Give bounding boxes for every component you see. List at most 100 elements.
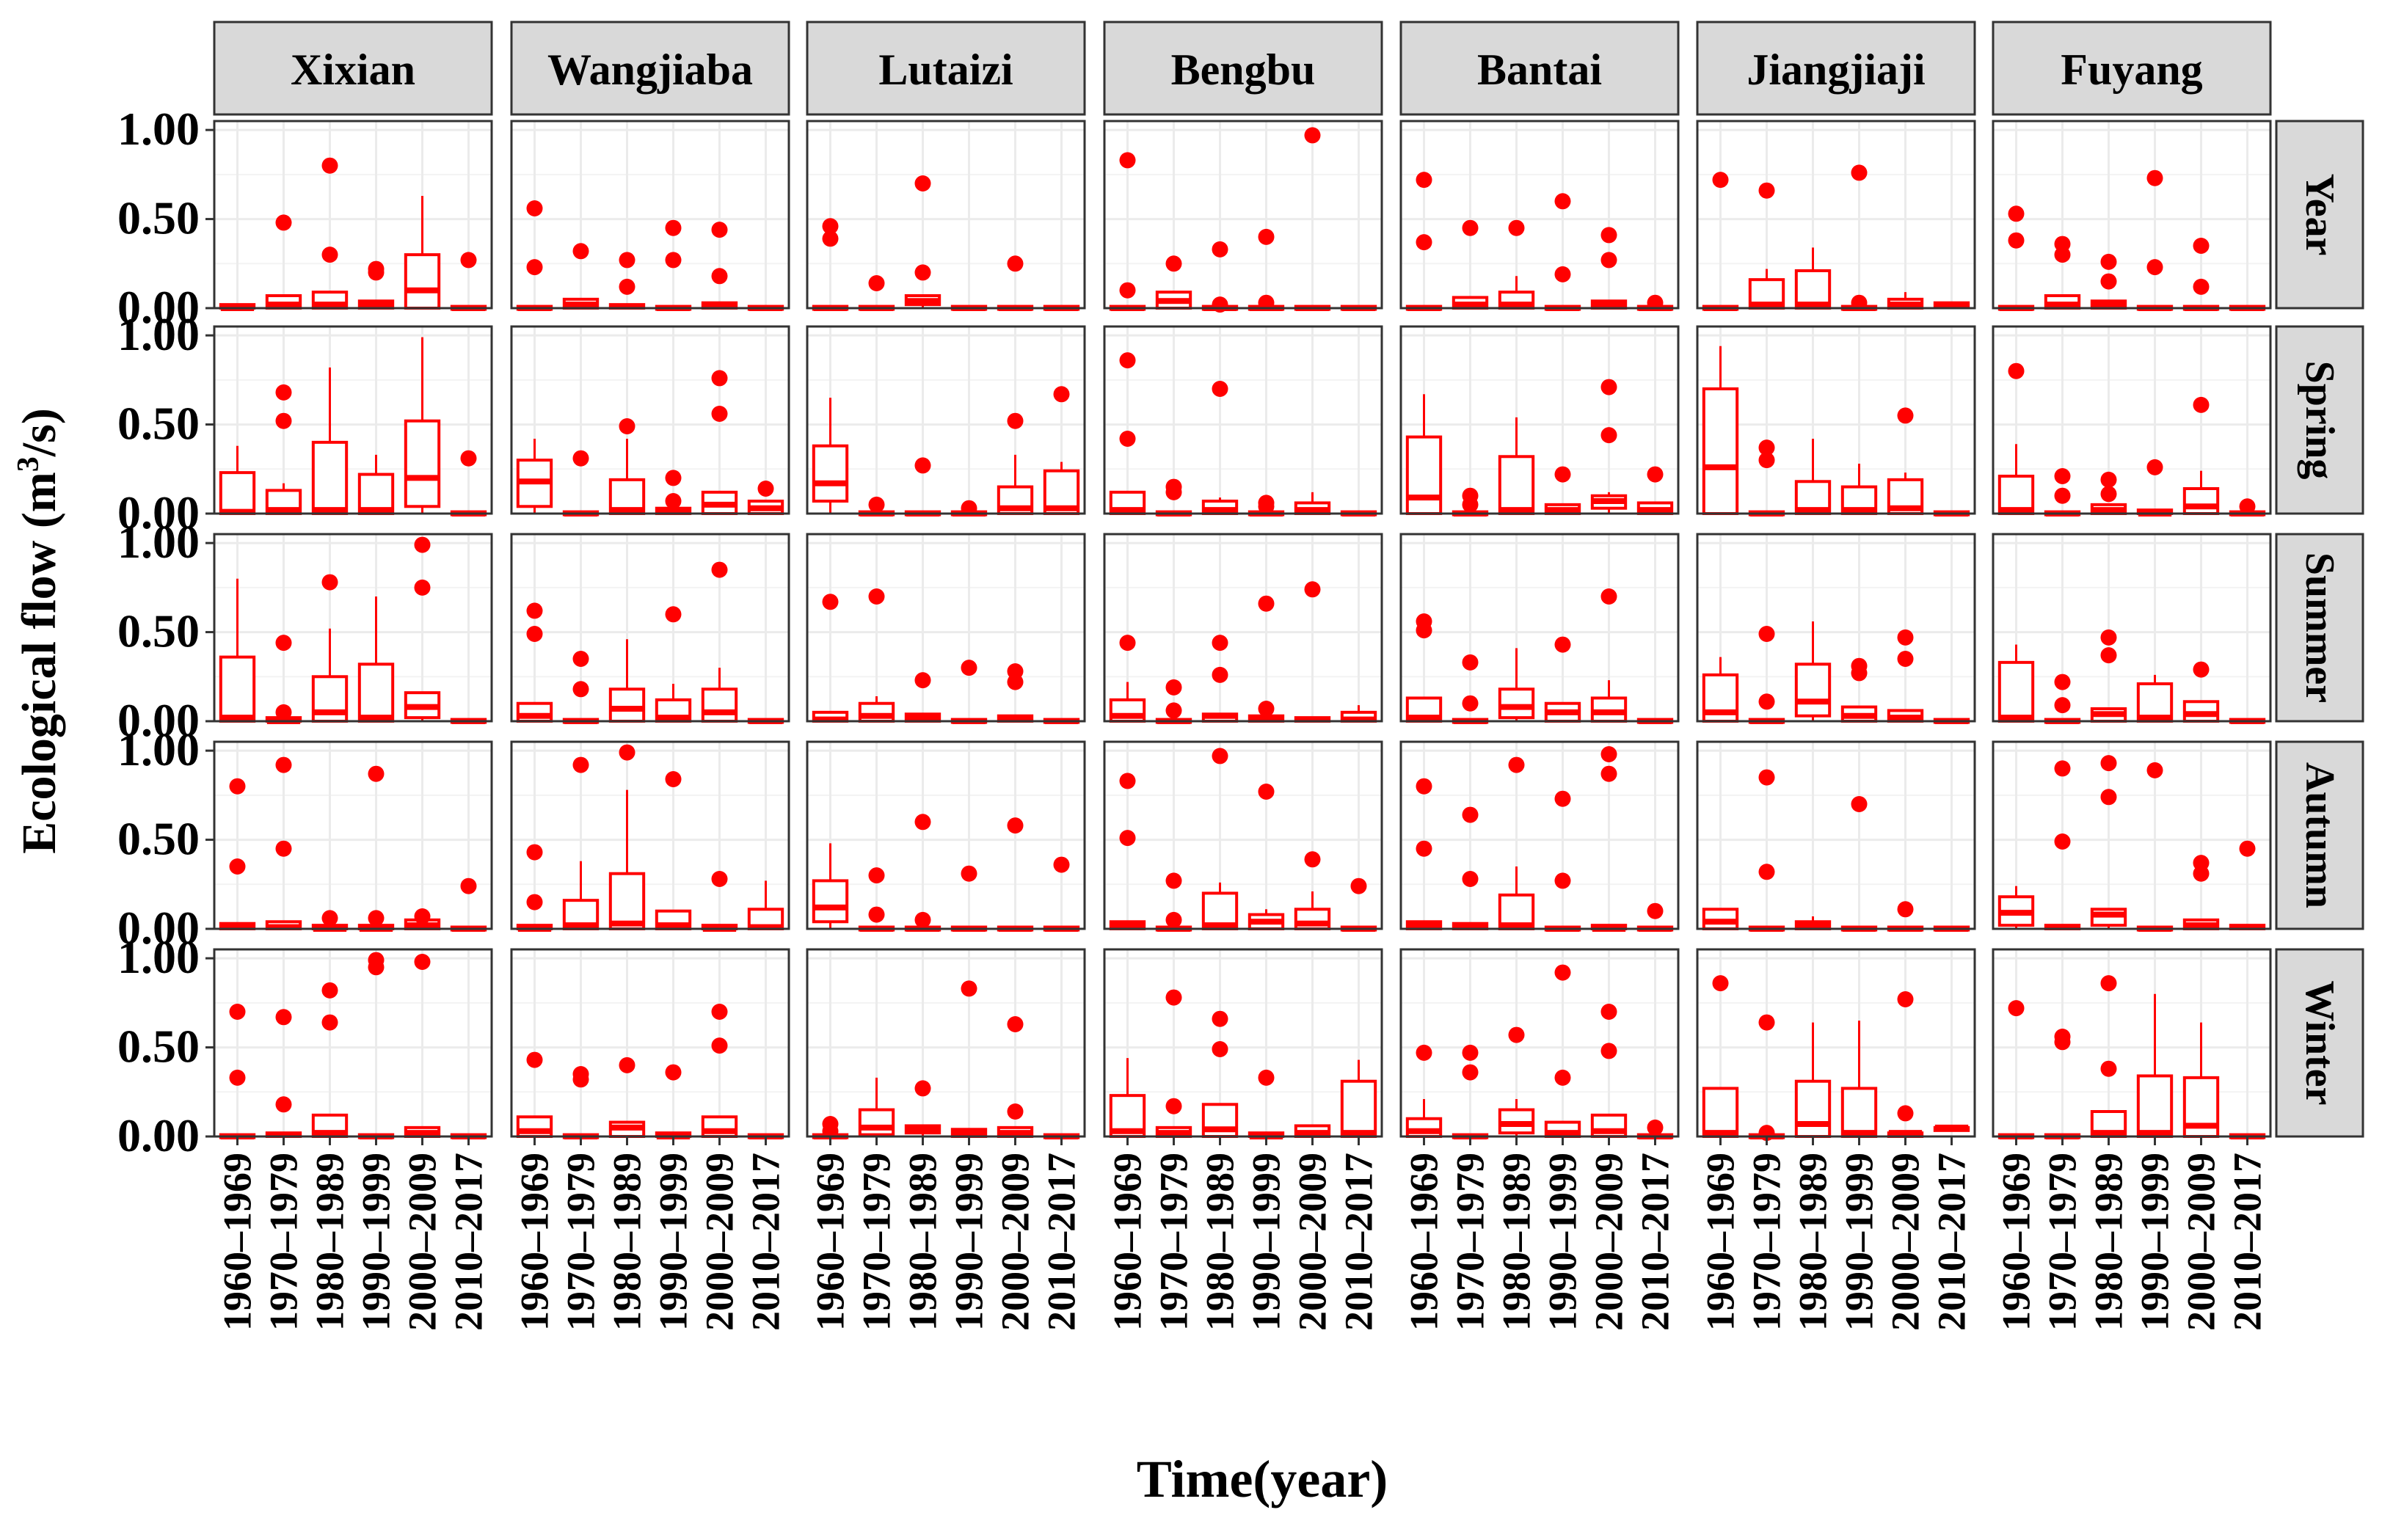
panel-border — [1103, 325, 1383, 515]
panel-background — [1697, 742, 1975, 929]
outlier-point — [275, 214, 292, 231]
outlier-point — [2146, 762, 2163, 778]
panel-fuyang-winter: 1960–1969 1970–1979 1980–1989 1990–1999 2000… — [1992, 948, 2272, 1331]
row-strip-label: Autumn — [2297, 762, 2342, 908]
box-1980–1989 — [2090, 629, 2127, 723]
y-tick-label: 1.00 — [117, 516, 200, 568]
outlier-point — [1647, 902, 1664, 919]
panel-lutaizi-autumn — [806, 740, 1086, 932]
panel-border — [806, 325, 1086, 515]
x-tick-label: 2010–2017 — [1337, 1153, 1381, 1331]
outlier-point — [2100, 975, 2117, 992]
outlier-point — [1165, 872, 1182, 889]
outlier-point — [961, 980, 977, 997]
y-tick-label: 1.00 — [117, 931, 200, 983]
panel-bengbu-autumn — [1103, 740, 1383, 932]
outlier-point — [1165, 911, 1182, 928]
panel-xixian-year: 0.00 0.50 1.00 — [117, 103, 493, 333]
outlier-point — [1647, 466, 1664, 483]
outlier-point — [868, 275, 885, 291]
panel-wangjiaba-summer — [510, 533, 790, 724]
panel-border — [1696, 325, 1976, 515]
outlier-point — [665, 219, 682, 236]
outlier-point — [460, 450, 477, 467]
outlier-point — [1647, 294, 1664, 311]
outlier-point — [711, 222, 728, 238]
box-1990–1999 — [1544, 466, 1581, 515]
panel-bengbu-summer — [1103, 533, 1383, 724]
outlier-point — [321, 247, 338, 263]
box-1990–1999 — [1840, 1021, 1878, 1139]
panel-background — [807, 742, 1085, 929]
outlier-point — [526, 626, 543, 642]
x-tick-label: 1990–1999 — [354, 1153, 398, 1331]
outlier-point — [1600, 427, 1617, 444]
x-tick-label: 1980–1989 — [2087, 1153, 2131, 1331]
panel-wangjiaba-spring — [510, 325, 790, 517]
outlier-point — [711, 1004, 728, 1020]
outlier-point — [368, 952, 385, 968]
panel-jiangjiaji-autumn — [1696, 740, 1976, 932]
outlier-point — [2100, 755, 2117, 772]
x-tick-label: 2010–2017 — [1930, 1153, 1974, 1331]
outlier-point — [711, 871, 728, 887]
outlier-point — [1212, 635, 1228, 652]
box-iqr — [1840, 1087, 1878, 1139]
panel-border — [1103, 120, 1383, 310]
y-tick-label: 0.50 — [117, 1021, 200, 1073]
box-1980–1989 — [311, 367, 349, 515]
outlier-point — [321, 982, 338, 999]
outlier-point — [1212, 381, 1228, 397]
panel-background — [511, 121, 789, 308]
outlier-point — [368, 260, 385, 277]
panel-border — [1399, 325, 1680, 515]
box-2000–2009 — [404, 954, 441, 1139]
outlier-point — [526, 844, 543, 861]
box-1960–1969 — [516, 602, 553, 723]
facet-strip-jiangjiaji — [1696, 21, 1976, 116]
outlier-point — [2239, 840, 2256, 857]
outlier-point — [1416, 613, 1432, 629]
outlier-point — [1712, 975, 1729, 992]
outlier-point — [1851, 657, 1868, 674]
panel-xixian-winter: 1960–1969 1970–1979 1980–1989 1990–1999 2000… — [117, 931, 493, 1331]
outlier-point — [1462, 487, 1479, 504]
box-1960–1969 — [1405, 1044, 1443, 1138]
panel-background — [1993, 534, 2270, 721]
outlier-point — [526, 894, 543, 911]
box-1960–1969 — [219, 778, 256, 930]
box-1960–1969 — [812, 843, 849, 929]
outlier-point — [1119, 282, 1136, 299]
outlier-point — [1165, 1098, 1182, 1114]
outlier-point — [914, 175, 931, 191]
outlier-point — [1212, 666, 1228, 683]
box-2000–2009 — [2182, 1022, 2220, 1139]
outlier-point — [275, 704, 292, 720]
outlier-point — [665, 252, 682, 269]
outlier-point — [1758, 182, 1775, 199]
outlier-point — [2100, 486, 2117, 503]
outlier-point — [1554, 790, 1571, 807]
panel-background — [1697, 326, 1975, 514]
outlier-point — [2054, 833, 2071, 850]
outlier-point — [2100, 1060, 2117, 1077]
row-strip-summer — [2275, 533, 2364, 723]
outlier-point — [1165, 989, 1182, 1006]
row-strip-autumn — [2275, 740, 2364, 930]
outlier-point — [2239, 498, 2256, 515]
box-iqr — [608, 872, 646, 930]
panel-background — [511, 742, 789, 929]
panel-background — [1993, 742, 2270, 929]
facet-strip-bantai — [1399, 21, 1680, 116]
box-iqr — [219, 655, 256, 723]
panel-border — [1696, 740, 1976, 930]
outlier-point — [1212, 241, 1228, 258]
box-iqr — [1997, 660, 2035, 723]
x-tick-label: 2000–2009 — [2179, 1153, 2223, 1331]
outlier-point — [1007, 1103, 1024, 1120]
x-tick-label: 2000–2009 — [1291, 1153, 1335, 1331]
panel-border — [213, 120, 493, 310]
outlier-point — [619, 252, 635, 269]
outlier-point — [572, 681, 589, 698]
outlier-point — [229, 1069, 246, 1086]
